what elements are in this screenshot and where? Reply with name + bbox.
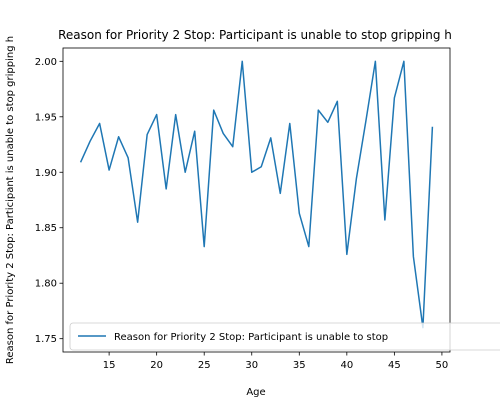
y-tick-label: 1.90 — [35, 168, 57, 179]
x-tick-label: 40 — [340, 360, 353, 371]
x-tick-label: 25 — [198, 360, 211, 371]
y-tick-label: 2.00 — [35, 57, 57, 68]
plot-area: 15 20 25 30 35 40 45 50 1.75 1.80 1.85 1.90 1.95 2.0… — [35, 47, 451, 371]
x-axis-label: Age — [246, 387, 265, 398]
y-tick-label: 1.85 — [35, 223, 57, 234]
x-axis-ticks: 15 20 25 30 35 40 45 50 — [103, 352, 449, 371]
legend: Reason for Priority 2 Stop: Participant … — [69, 322, 500, 351]
y-tick-label: 1.75 — [35, 334, 57, 345]
series-layer — [79, 60, 434, 329]
x-tick-label: 30 — [245, 360, 258, 371]
x-tick-label: 45 — [388, 360, 401, 371]
x-tick-label: 50 — [436, 360, 449, 371]
chart-title: Reason for Priority 2 Stop: Participant … — [58, 28, 452, 42]
x-tick-label: 20 — [150, 360, 163, 371]
x-tick-label: 15 — [103, 360, 116, 371]
legend-entry-label: Reason for Priority 2 Stop: Participant … — [114, 332, 388, 343]
y-axis-ticks: 1.75 1.80 1.85 1.90 1.95 2.00 — [35, 57, 63, 345]
x-tick-label: 35 — [293, 360, 306, 371]
y-tick-label: 1.80 — [35, 279, 57, 290]
y-tick-label: 1.95 — [35, 112, 57, 123]
legend-box — [69, 322, 500, 351]
series-line — [79, 60, 434, 329]
y-axis-label: Reason for Priority 2 Stop: Participant … — [5, 36, 16, 364]
plot-frame — [62, 47, 451, 353]
